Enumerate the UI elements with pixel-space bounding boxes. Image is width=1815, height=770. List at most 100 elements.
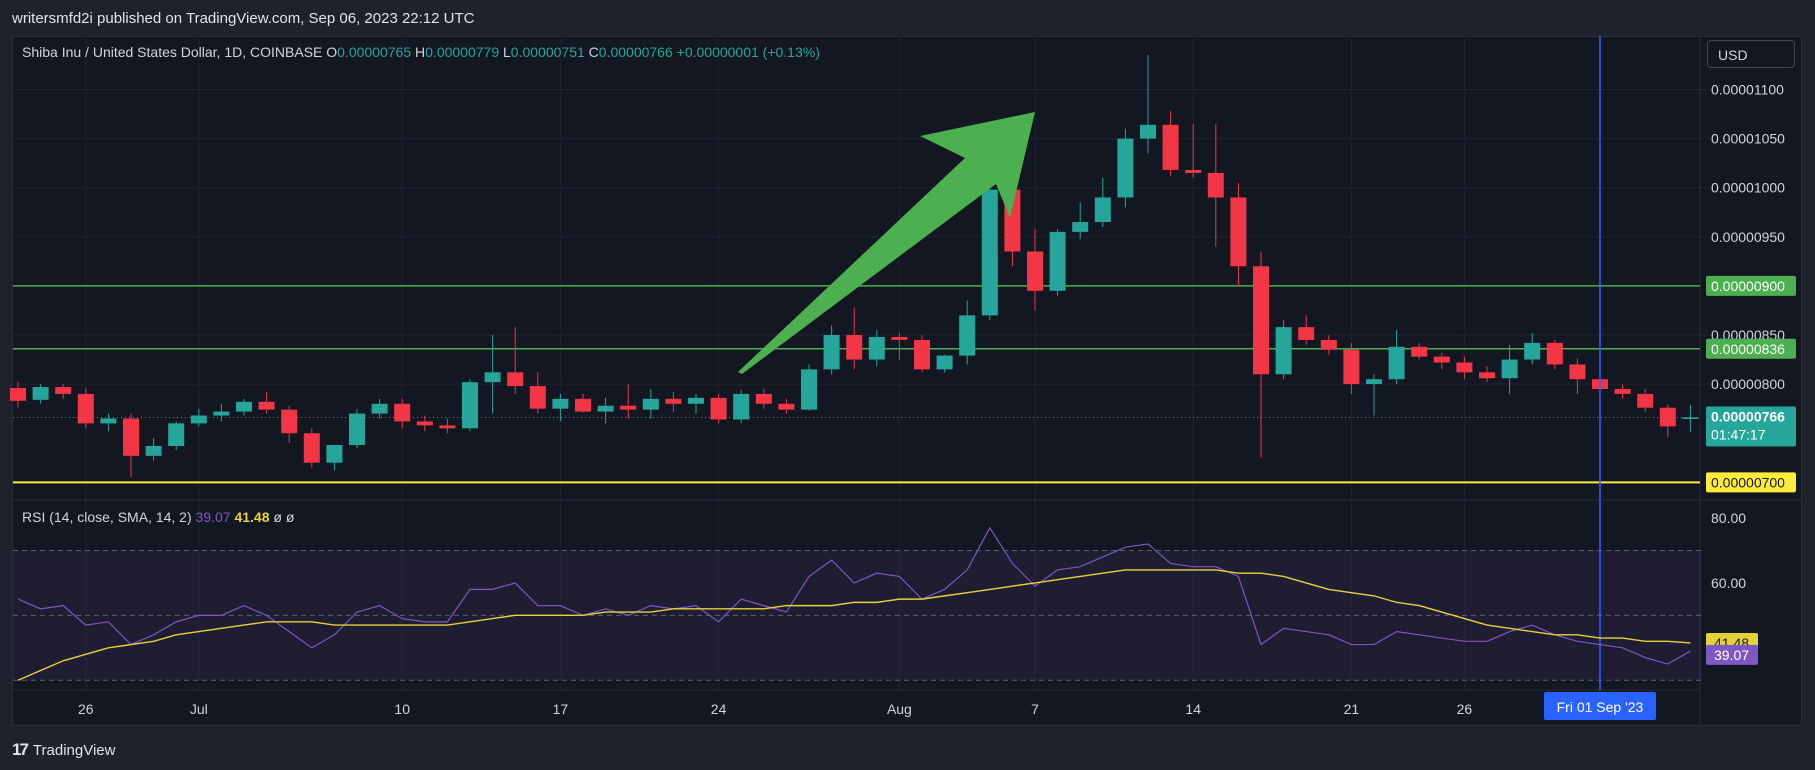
candle-body: [1388, 346, 1405, 380]
candle-body: [597, 405, 614, 412]
publish-info: writersmfd2i published on TradingView.co…: [12, 10, 475, 27]
time-tick-label: 7: [1031, 701, 1039, 717]
rsi-sma-value: 41.48: [234, 509, 270, 525]
rsi-tag: [1706, 644, 1758, 665]
candle-body: [1411, 346, 1428, 357]
candle-body: [1072, 222, 1089, 232]
time-tick-label: 10: [394, 701, 410, 717]
symbol-title: Shiba Inu / United States Dollar, 1D, CO…: [22, 44, 323, 60]
candle-body: [394, 403, 411, 422]
rsi-line: [17, 526, 1691, 665]
rsi-value: 39.07: [195, 509, 231, 525]
rsi-extra-2: ø: [285, 509, 295, 525]
candle-body: [914, 339, 930, 370]
candle-body: [1094, 197, 1111, 223]
rsi-tick-label: 80.00: [1711, 510, 1746, 526]
horizontal-line-tag: [1706, 472, 1796, 493]
candle-body: [303, 433, 320, 463]
candle-body: [1682, 417, 1699, 419]
candle-body: [1637, 393, 1654, 408]
candle-body: [1162, 124, 1179, 170]
candle-body: [258, 401, 275, 410]
candle-body: [1569, 364, 1586, 380]
candle-body: [349, 413, 365, 445]
candle-body: [1546, 342, 1563, 365]
candle-body: [1433, 356, 1450, 363]
candle-body: [77, 393, 94, 424]
candle-body: [575, 398, 591, 412]
horizontal-line-label: 0.00000900: [1711, 278, 1785, 294]
candle-body: [1117, 138, 1134, 198]
tradingview-logo-icon: 17: [12, 740, 29, 759]
last-price-tag: [1706, 406, 1796, 447]
candle-body: [326, 445, 343, 463]
candle-body: [123, 418, 139, 456]
rsi-tick-label: 60.00: [1711, 575, 1746, 591]
candle-body: [236, 401, 252, 412]
horizontal-line-label: 0.00000700: [1711, 474, 1785, 490]
rsi-extra-1: ø: [273, 509, 282, 525]
change-value: +0.00000001 (+0.13%): [676, 44, 820, 60]
chart-frame[interactable]: [12, 36, 1802, 726]
candle-body: [10, 388, 26, 401]
candle-body: [462, 382, 478, 429]
candle-body: [439, 425, 456, 429]
close-label: C: [588, 44, 599, 60]
candle-body: [620, 405, 637, 410]
candle-body: [1456, 362, 1473, 373]
horizontal-line-label: 0.00000836: [1711, 341, 1785, 357]
candle-body: [1501, 359, 1518, 379]
candle-body: [1343, 349, 1360, 385]
rsi-title: RSI (14, close, SMA, 14, 2): [22, 509, 192, 525]
candle-body: [823, 335, 840, 370]
candle-body: [981, 189, 998, 316]
candle-body: [1659, 407, 1676, 427]
candle-body: [145, 445, 162, 456]
price-tick-label: 0.00001000: [1711, 180, 1785, 196]
candle-body: [688, 397, 704, 404]
time-tick-label: 24: [711, 701, 727, 717]
footer-brand[interactable]: 17 TradingView: [12, 738, 115, 762]
low-label: L: [503, 44, 511, 60]
candle-body: [1614, 389, 1631, 394]
open-value: 0.00000765: [337, 44, 412, 60]
candle-body: [755, 393, 772, 404]
symbol-legend[interactable]: Shiba Inu / United States Dollar, 1D, CO…: [22, 44, 820, 60]
candle-body: [213, 411, 230, 416]
time-tick-label: 14: [1185, 701, 1201, 717]
crosshair-time-label: Fri 01 Sep '23: [1557, 699, 1644, 715]
footer-brand-name: TradingView: [32, 741, 116, 759]
horizontal-line-tag: [1706, 338, 1796, 359]
candle-body: [1275, 327, 1292, 375]
candle-body: [1298, 327, 1315, 340]
currency-button[interactable]: USD: [1707, 40, 1795, 68]
candle-body: [1049, 231, 1066, 291]
time-tick-label: Aug: [887, 701, 912, 717]
rsi-sma-line: [17, 569, 1691, 681]
candle-body: [416, 421, 433, 426]
time-tick-label: 26: [78, 701, 94, 717]
countdown-label: 01:47:17: [1711, 427, 1766, 443]
price-tick-label: 0.00000800: [1711, 376, 1785, 392]
price-tick-label: 0.00000950: [1711, 229, 1785, 245]
high-label: H: [415, 44, 426, 60]
time-tick-label: 21: [1344, 701, 1360, 717]
candle-body: [1479, 372, 1495, 379]
candle-body: [281, 409, 298, 434]
horizontal-line-tag: [1706, 275, 1796, 296]
candle-body: [733, 393, 750, 420]
candle-body: [868, 336, 885, 360]
time-tick-label: 26: [1457, 701, 1473, 717]
candle-body: [552, 398, 569, 409]
candle-body: [32, 387, 49, 400]
low-value: 0.00000751: [510, 44, 585, 60]
candle-body: [1230, 197, 1247, 267]
candle-body: [168, 423, 185, 446]
candle-body: [1207, 172, 1224, 198]
candle-body: [936, 355, 953, 370]
rsi-legend[interactable]: RSI (14, close, SMA, 14, 2) 39.07 41.48 …: [22, 509, 294, 525]
candle-body: [665, 398, 682, 404]
open-label: O: [326, 44, 338, 60]
candle-body: [1366, 379, 1382, 385]
